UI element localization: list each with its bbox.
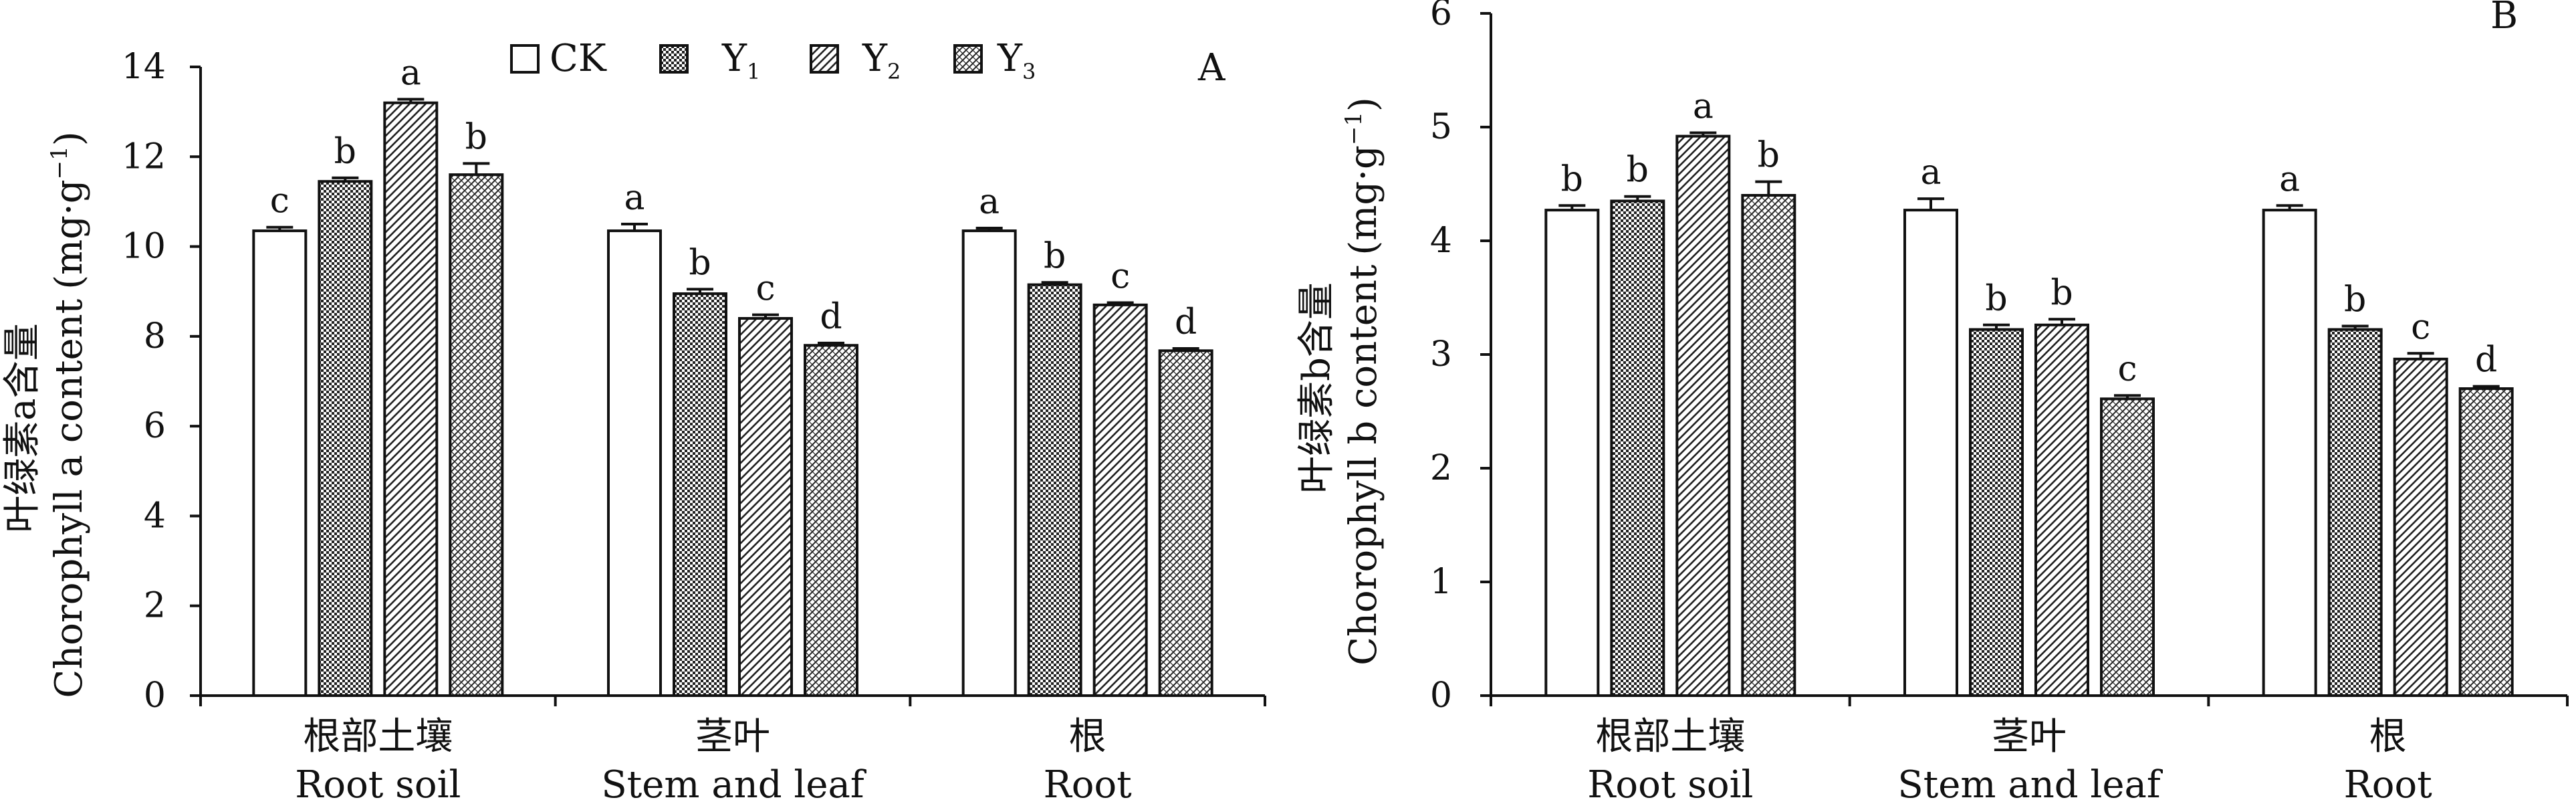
x-category-label-cn: 茎叶 [1992, 715, 2067, 759]
legend-label-y2: Y2 [862, 37, 901, 84]
significance-label: a [624, 178, 645, 218]
bar-y2 [2034, 323, 2089, 697]
x-category-label-en: Root soil [1587, 763, 1753, 807]
significance-label: a [1920, 153, 1941, 193]
y-tick-label: 2 [1430, 448, 1452, 488]
bar-ck [607, 229, 662, 698]
bar-ck [1544, 209, 1600, 698]
bar-ck [252, 229, 308, 698]
significance-label: a [2279, 159, 2300, 199]
bar-y3 [2100, 397, 2155, 697]
significance-label: b [465, 117, 487, 157]
legend-item-y1: Y1 [659, 37, 760, 84]
x-category-label-cn: 根部土壤 [1595, 715, 1745, 759]
legend-swatch-ck [510, 44, 540, 74]
bar-y2 [2393, 357, 2448, 697]
y-tick-label: 6 [144, 406, 166, 446]
x-category-label-cn: 根部土壤 [303, 715, 453, 759]
bar-y3 [449, 173, 504, 697]
significance-label: d [2475, 340, 2497, 381]
y-axis-title-a: 叶绿素a含量 Chorophyll a content(mg·g−1) [1, 131, 91, 698]
x-category-label-cn: 根 [1069, 715, 1106, 759]
y-axis-title-b: 叶绿素b含量 Chorophyll b content(mg·g−1) [1295, 97, 1385, 666]
bar-ck [1903, 209, 1958, 698]
bar-y1 [1610, 199, 1665, 697]
x-category-label-en: Root soil [295, 763, 461, 807]
x-category-label-en: Root [2344, 763, 2433, 807]
legend-item-ck: CK [510, 37, 607, 80]
bar-ck [2262, 209, 2317, 698]
y-tick-label: 5 [1430, 107, 1452, 147]
significance-label: b [689, 243, 711, 283]
significance-label: c [1110, 257, 1130, 297]
panel-label-b: B [2490, 0, 2518, 37]
y-tick-label: 6 [1430, 0, 1452, 33]
y-tick-label: 3 [1430, 334, 1452, 375]
significance-label: b [1758, 136, 1780, 176]
y-tick-label: 14 [122, 47, 166, 87]
bar-y3 [1158, 349, 1213, 697]
x-category-label-en: Stem and leaf [1897, 763, 2163, 807]
significance-label: b [2344, 280, 2366, 320]
legend-swatch-y2 [810, 44, 839, 74]
significance-label: b [1044, 236, 1066, 276]
significance-label: b [2051, 273, 2073, 313]
y-axis-title-cn-b: 叶绿素b含量 [1295, 282, 1338, 494]
bar-y3 [2458, 387, 2514, 697]
significance-label: c [270, 181, 289, 221]
y-tick-label: 8 [144, 316, 166, 357]
legend-label-y3: Y3 [997, 37, 1036, 84]
significance-label: c [2411, 307, 2430, 347]
significance-label: a [979, 182, 1000, 222]
bar-ck [961, 229, 1017, 698]
x-category-label-cn: 茎叶 [695, 715, 770, 759]
bar-y1 [1027, 283, 1082, 697]
legend-swatch-y1 [659, 44, 689, 74]
chart-panel-b: 叶绿素b含量 Chorophyll b content(mg·g−1) B 0 1… [1295, 0, 2569, 807]
y-tick-label: 4 [144, 496, 166, 536]
bar-y1 [1969, 328, 2024, 698]
bar-y1 [2327, 328, 2383, 698]
y-tick-label: 10 [122, 227, 166, 267]
significance-label: d [1175, 302, 1197, 342]
y-tick-label: 0 [144, 676, 166, 716]
y-tick-label: 4 [1430, 221, 1452, 261]
bar-y2 [1675, 134, 1731, 698]
significance-label: c [755, 269, 775, 309]
significance-label: c [2117, 349, 2137, 389]
significance-label: b [334, 132, 356, 172]
y-axis-title-en-b: Chorophyll b content(mg·g−1) [1340, 97, 1385, 666]
significance-label: b [1985, 279, 2007, 319]
bar-y1 [318, 180, 373, 697]
y-tick-label: 1 [1430, 562, 1452, 602]
significance-label: a [1693, 87, 1714, 127]
x-category-label-en: Root [1044, 763, 1133, 807]
chart-panel-a: 叶绿素a含量 Chorophyll a content(mg·g−1) A 0 2… [1, 46, 1266, 807]
y-tick-label: 12 [122, 136, 166, 177]
legend-item-y2: Y2 [810, 37, 901, 84]
significance-label: a [400, 53, 421, 93]
legend-item-y3: Y3 [953, 37, 1036, 84]
x-category-label-cn: 根 [2369, 715, 2407, 759]
y-axis-title-en-a: Chorophyll a content(mg·g−1) [46, 131, 91, 698]
y-tick-label: 2 [144, 586, 166, 626]
x-category-label-en: Stem and leaf [601, 763, 866, 807]
legend-label-ck: CK [550, 37, 607, 80]
y-axis-title-cn-a: 叶绿素a含量 [1, 323, 44, 532]
legend-swatch-y3 [953, 44, 983, 74]
bar-y3 [804, 344, 858, 697]
bar-y1 [673, 292, 727, 698]
bar-y2 [1092, 303, 1148, 698]
legend: CK Y1 Y2 Y3 [510, 37, 1036, 84]
panel-label-a: A [1197, 46, 1225, 90]
significance-label: d [820, 297, 842, 337]
bar-y3 [1741, 194, 1796, 697]
legend-label-y1: Y1 [721, 37, 760, 84]
y-tick-label: 0 [1430, 676, 1452, 716]
bar-y2 [383, 101, 439, 697]
bar-y2 [738, 317, 793, 697]
significance-label: b [1627, 150, 1649, 191]
significance-label: b [1561, 159, 1583, 199]
